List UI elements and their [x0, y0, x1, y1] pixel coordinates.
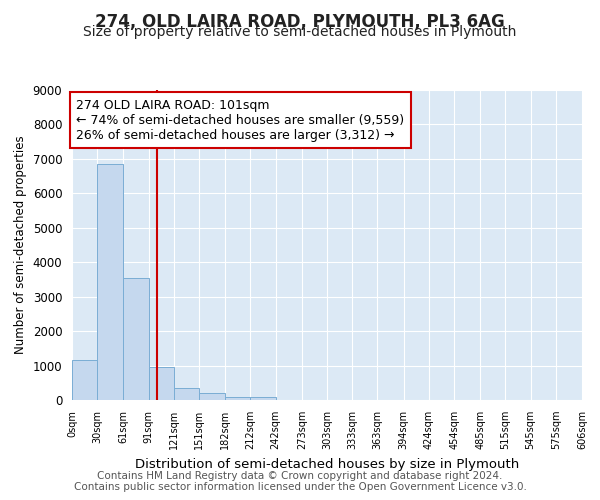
- Bar: [97, 164, 124, 400]
- Bar: [250, 396, 275, 400]
- Bar: [199, 393, 225, 400]
- X-axis label: Distribution of semi-detached houses by size in Plymouth: Distribution of semi-detached houses by …: [135, 458, 519, 470]
- Bar: [225, 396, 250, 400]
- Text: Contains HM Land Registry data © Crown copyright and database right 2024.
Contai: Contains HM Land Registry data © Crown c…: [74, 471, 526, 492]
- Text: 274 OLD LAIRA ROAD: 101sqm
← 74% of semi-detached houses are smaller (9,559)
26%: 274 OLD LAIRA ROAD: 101sqm ← 74% of semi…: [76, 98, 404, 142]
- Y-axis label: Number of semi-detached properties: Number of semi-detached properties: [14, 136, 27, 354]
- Text: 274, OLD LAIRA ROAD, PLYMOUTH, PL3 6AG: 274, OLD LAIRA ROAD, PLYMOUTH, PL3 6AG: [95, 12, 505, 30]
- Bar: [124, 278, 149, 400]
- Bar: [174, 388, 199, 400]
- Bar: [72, 360, 97, 400]
- Text: Size of property relative to semi-detached houses in Plymouth: Size of property relative to semi-detach…: [83, 25, 517, 39]
- Bar: [149, 368, 174, 400]
